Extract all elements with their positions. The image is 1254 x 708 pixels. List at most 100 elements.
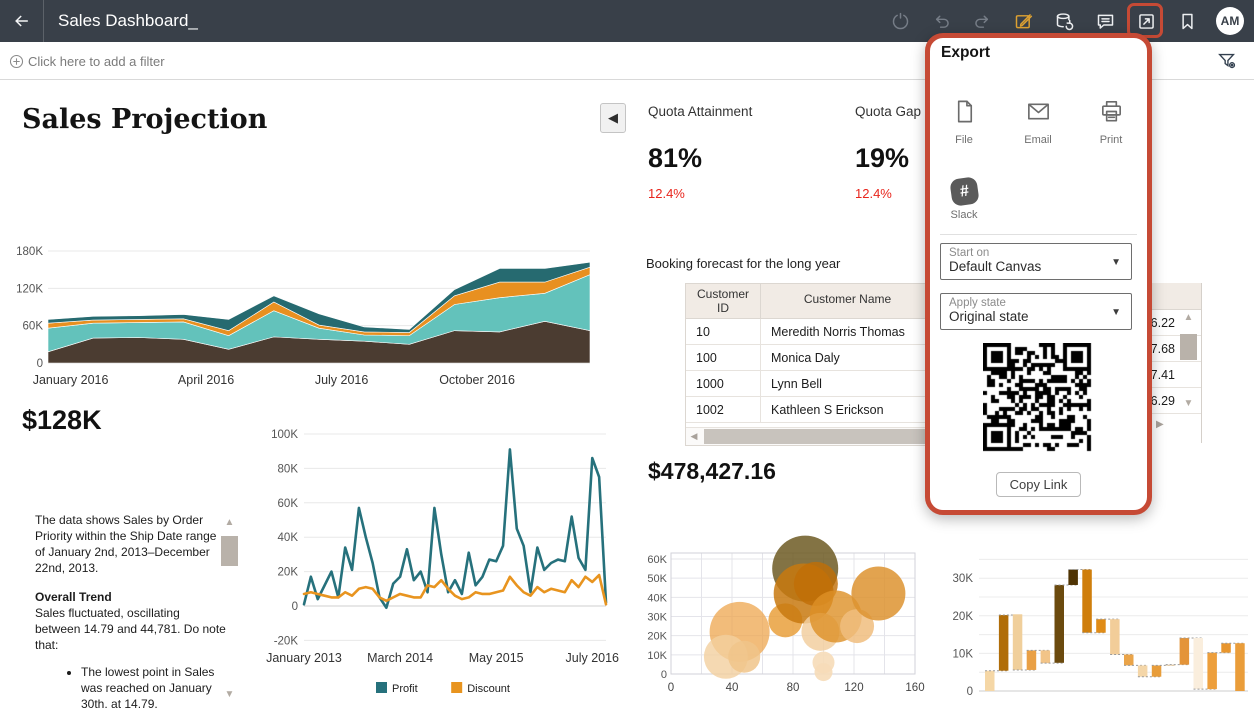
scroll-right-icon[interactable]: ▶ [1156,419,1164,430]
cell-partial-value: 7.41 [1151,362,1201,388]
svg-text:0: 0 [661,669,667,681]
scroll-thumb[interactable] [221,536,238,566]
add-filter-button[interactable]: Click here to add a filter [8,42,165,80]
svg-text:0: 0 [292,601,298,613]
svg-text:80: 80 [787,682,800,694]
table-fragment-values-column: 6.22 7.68 7.41 6.29 [1151,283,1202,443]
user-avatar[interactable]: AM [1216,7,1244,35]
quota-gap-value: 19% [855,143,910,173]
export-option-email[interactable]: Email [1010,98,1066,146]
export-option-slack[interactable]: # Slack [936,176,992,221]
scroll-up-icon[interactable]: ▲ [1183,312,1194,323]
svg-text:120K: 120K [16,283,43,295]
cell-customer-name: Lynn Bell [771,376,822,391]
file-icon [957,100,972,123]
svg-text:April 2016: April 2016 [178,373,234,387]
svg-text:60K: 60K [23,321,44,333]
svg-text:January 2016: January 2016 [33,373,109,387]
cell-partial-value: 6.22 [1151,310,1201,336]
cell-customer-name: Monica Daly [771,350,840,365]
svg-text:120: 120 [844,682,863,694]
quota-attainment-label: Quota Attainment [648,104,753,119]
copy-link-button[interactable]: Copy Link [996,472,1081,497]
svg-text:10K: 10K [953,648,974,660]
scroll-up-icon[interactable]: ▲ [224,517,235,528]
comment-icon[interactable] [1093,9,1117,33]
popup-divider [940,234,1137,235]
back-button[interactable] [0,0,44,42]
scroll-down-icon[interactable]: ▼ [1183,398,1194,409]
export-option-label: File [955,134,973,146]
svg-text:July 2016: July 2016 [315,373,369,387]
stacked-area-chart: 180K 120K 60K 0 January 2016 April 2016 July 2… [8,238,612,394]
svg-text:50K: 50K [647,573,667,585]
svg-text:Profit: Profit [392,683,418,695]
start-on-dropdown[interactable]: Start on Default Canvas ▼ [940,243,1132,280]
table-row[interactable]: 1000 Lynn Bell [686,371,934,397]
edit-icon[interactable] [1011,9,1035,33]
svg-text:40: 40 [726,682,739,694]
table-body: 10 Meredith Norris Thomas 100 Monica Daly 10… [686,319,934,423]
quota-gap-delta: 12.4% [855,186,892,201]
svg-text:10K: 10K [647,650,667,662]
table-row[interactable]: 1002 Kathleen S Erickson [686,397,934,423]
scroll-down-icon[interactable]: ▼ [224,689,235,700]
filter-funnel-icon[interactable] [1216,50,1238,72]
svg-text:20K: 20K [278,567,299,579]
export-popup-title: Export [941,44,991,61]
table-horizontal-scrollbar[interactable]: ◀ [686,428,934,445]
insight-summary: Sales fluctuated, oscillating between 14… [35,605,226,652]
dropdown-value: Default Canvas [949,259,1042,274]
svg-text:100K: 100K [271,429,298,441]
svg-text:30K: 30K [647,612,667,624]
svg-text:July 2016: July 2016 [566,651,620,665]
table-partial-row [686,423,934,428]
insight-text-panel: The data shows Sales by Order Priority w… [35,513,228,708]
data-refresh-icon[interactable] [1052,9,1076,33]
export-option-file[interactable]: File [936,98,992,146]
canvas-title: Sales Projection [22,104,268,135]
insight-scrollbar[interactable]: ▲ ▼ [221,518,238,700]
table-row[interactable]: 100 Monica Daly [686,345,934,371]
schedule-refresh-icon[interactable] [888,9,912,33]
column-header-customer-id[interactable]: Customer ID [686,284,761,318]
insight-intro: The data shows Sales by Order Priority w… [35,513,217,575]
dropdown-label: Start on [949,247,990,259]
svg-text:160: 160 [905,682,924,694]
bubble-scatter-chart: 60K 50K 40K 30K 20K 10K 0 0 40 80 120 160 [643,523,945,705]
insight-heading: Overall Trend [35,589,112,604]
plus-circle-icon [9,54,24,68]
svg-text:60K: 60K [647,554,667,566]
canvas-prev-button[interactable]: ◀ [600,103,626,133]
email-icon [1027,103,1049,120]
export-option-print[interactable]: Print [1083,98,1139,146]
svg-text:30K: 30K [953,573,974,585]
scroll-thumb[interactable] [1180,334,1197,360]
quota-attainment-value: 81% [648,143,703,173]
scroll-left-icon[interactable]: ◀ [690,431,698,441]
chevron-down-icon: ▼ [1111,257,1121,268]
apply-state-dropdown[interactable]: Apply state Original state ▼ [940,293,1132,330]
column-header-customer-name[interactable]: Customer Name [803,292,892,306]
svg-text:January 2013: January 2013 [266,651,342,665]
table-fragment-header [1152,283,1201,310]
redo-icon[interactable] [970,9,994,33]
scroll-track[interactable] [702,428,934,445]
undo-icon[interactable] [929,9,953,33]
export-popup: Export File Email Print # Slack Start on… [925,33,1152,515]
export-option-label: Print [1099,134,1123,146]
cell-customer-id: 1002 [686,397,761,422]
export-icon[interactable] [1127,3,1163,38]
cell-customer-id: 10 [686,319,761,344]
total-sales-kpi-tile: $478,427.16 [648,458,776,484]
table-vertical-scrollbar[interactable]: ▲ ▼ [1180,313,1197,409]
table-row[interactable]: 10 Meredith Norris Thomas [686,319,934,345]
svg-text:0: 0 [668,682,674,694]
quota-attainment-delta: 12.4% [648,186,685,201]
bookmark-icon[interactable] [1175,9,1199,33]
cell-customer-name: Kathleen S Erickson [771,402,884,417]
waterfall-bar-chart: 30K 20K 10K 0 [943,543,1254,705]
svg-text:October 2016: October 2016 [439,373,515,387]
scroll-thumb[interactable] [704,429,928,444]
